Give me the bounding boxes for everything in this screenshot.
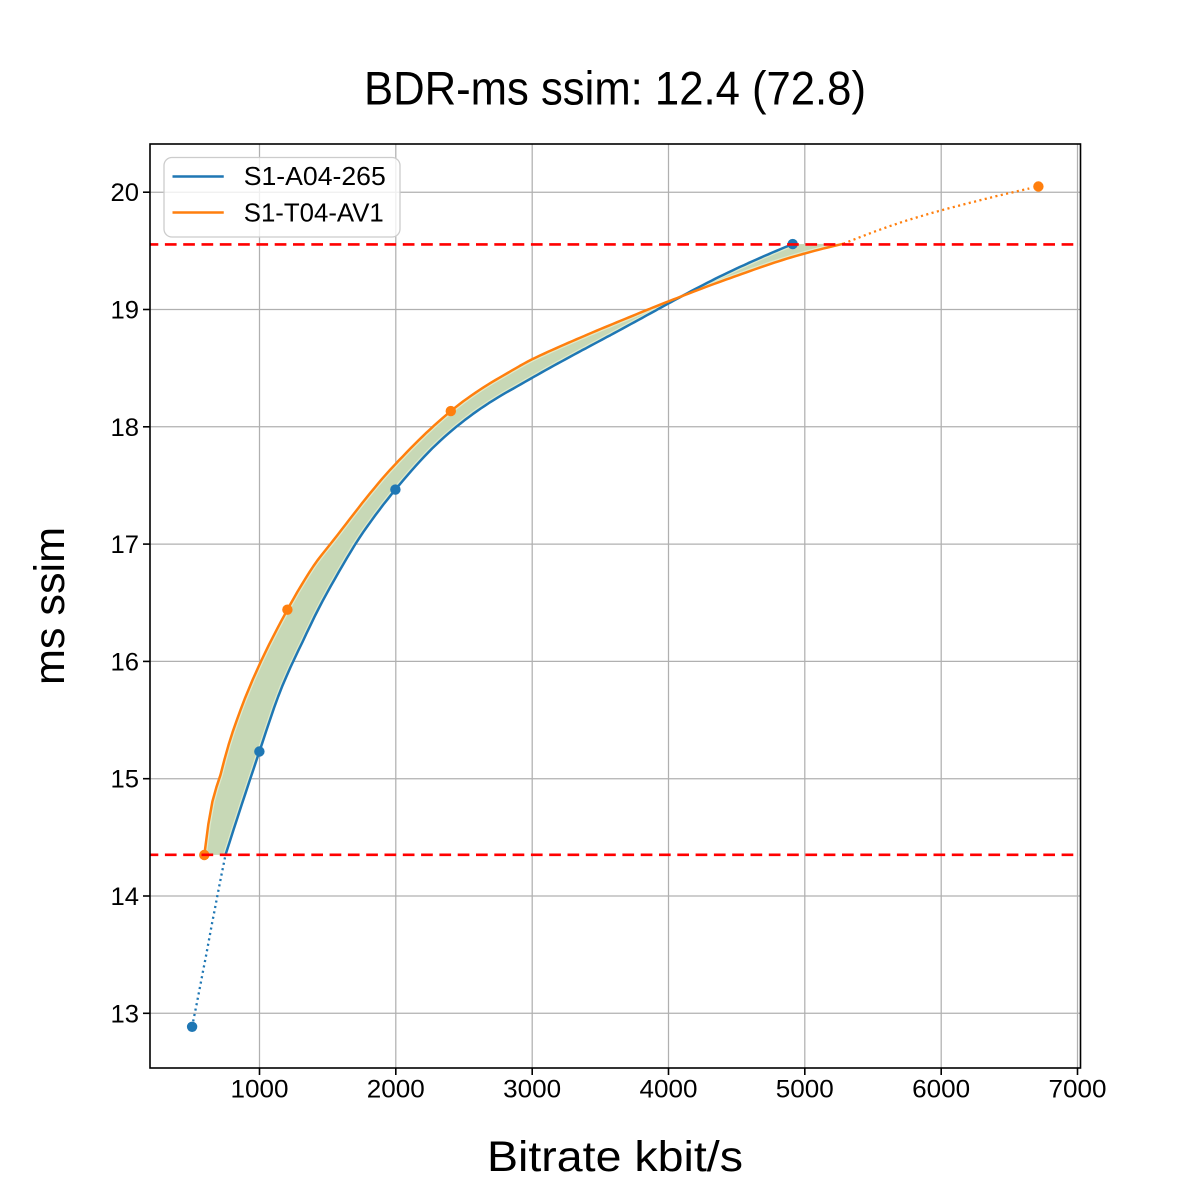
svg-text:7000: 7000 [1049,1076,1107,1104]
svg-text:3000: 3000 [503,1076,561,1104]
svg-text:20: 20 [111,179,140,207]
svg-text:5000: 5000 [776,1076,834,1104]
svg-text:S1-A04-265: S1-A04-265 [244,163,386,191]
svg-text:S1-T04-AV1: S1-T04-AV1 [244,199,384,227]
svg-text:1000: 1000 [231,1076,289,1104]
svg-text:14: 14 [111,883,140,911]
svg-text:19: 19 [111,297,140,325]
svg-text:15: 15 [111,766,140,794]
svg-text:4000: 4000 [640,1076,698,1104]
svg-text:BDR-ms ssim: 12.4 (72.8): BDR-ms ssim: 12.4 (72.8) [364,62,866,115]
svg-text:Bitrate kbit/s: Bitrate kbit/s [487,1134,743,1181]
svg-text:17: 17 [111,531,140,559]
svg-text:13: 13 [111,1000,140,1028]
svg-text:ms ssim: ms ssim [27,527,74,685]
svg-text:6000: 6000 [912,1076,970,1104]
svg-text:18: 18 [111,414,140,442]
svg-text:16: 16 [111,648,140,676]
svg-text:2000: 2000 [367,1076,425,1104]
